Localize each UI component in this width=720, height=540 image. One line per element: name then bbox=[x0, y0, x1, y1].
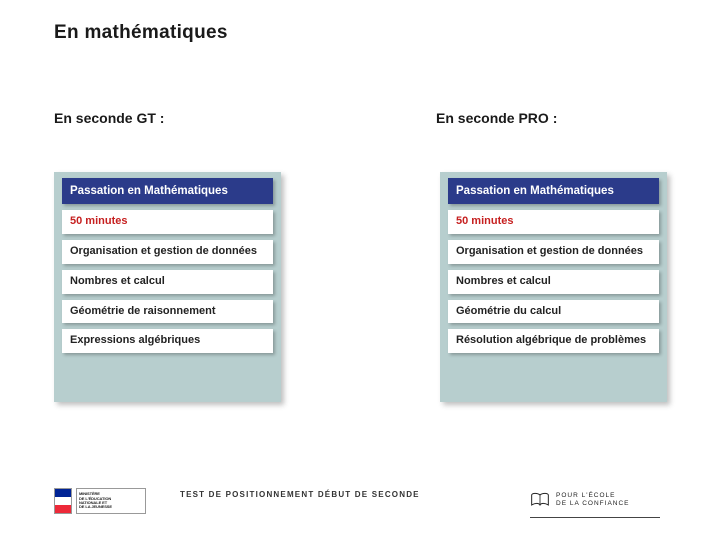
confiance-text: POUR L'ÉCOLE DE LA CONFIANCE bbox=[556, 492, 630, 508]
france-flag-icon bbox=[54, 488, 72, 514]
panel-pro: Passation en Mathématiques 50 minutes Or… bbox=[440, 172, 667, 402]
confiance-line-2: DE LA CONFIANCE bbox=[556, 500, 630, 508]
subheading-pro: En seconde PRO : bbox=[436, 110, 557, 126]
panel-pro-header: Passation en Mathématiques bbox=[448, 178, 659, 204]
panel-gt-header: Passation en Mathématiques bbox=[62, 178, 273, 204]
panel-pro-row-4: Résolution algébrique de problèmes bbox=[448, 329, 659, 353]
ministry-logo: MINISTÈRE DE L'ÉDUCATION NATIONALE ET DE… bbox=[54, 486, 152, 516]
footer: MINISTÈRE DE L'ÉDUCATION NATIONALE ET DE… bbox=[0, 478, 720, 522]
panel-gt: Passation en Mathématiques 50 minutes Or… bbox=[54, 172, 281, 402]
panel-gt-row-3: Géométrie de raisonnement bbox=[62, 300, 273, 324]
confiance-logo: POUR L'ÉCOLE DE LA CONFIANCE bbox=[530, 486, 660, 514]
subheading-gt: En seconde GT : bbox=[54, 110, 164, 126]
ministry-line-4: DE LA JEUNESSE bbox=[79, 505, 143, 509]
panel-pro-time: 50 minutes bbox=[448, 210, 659, 234]
panel-pro-row-3: Géométrie du calcul bbox=[448, 300, 659, 324]
panel-pro-row-1: Organisation et gestion de données bbox=[448, 240, 659, 264]
footer-divider bbox=[530, 517, 660, 518]
panel-pro-row-2: Nombres et calcul bbox=[448, 270, 659, 294]
page-title: En mathématiques bbox=[54, 22, 228, 44]
book-icon bbox=[530, 491, 550, 509]
ministry-text: MINISTÈRE DE L'ÉDUCATION NATIONALE ET DE… bbox=[76, 488, 146, 514]
panel-gt-time: 50 minutes bbox=[62, 210, 273, 234]
panel-gt-row-1: Organisation et gestion de données bbox=[62, 240, 273, 264]
panel-gt-row-2: Nombres et calcul bbox=[62, 270, 273, 294]
footer-center-text: TEST DE POSITIONNEMENT DÉBUT DE SECONDE bbox=[180, 490, 420, 499]
panel-gt-row-4: Expressions algébriques bbox=[62, 329, 273, 353]
confiance-line-1: POUR L'ÉCOLE bbox=[556, 492, 630, 500]
